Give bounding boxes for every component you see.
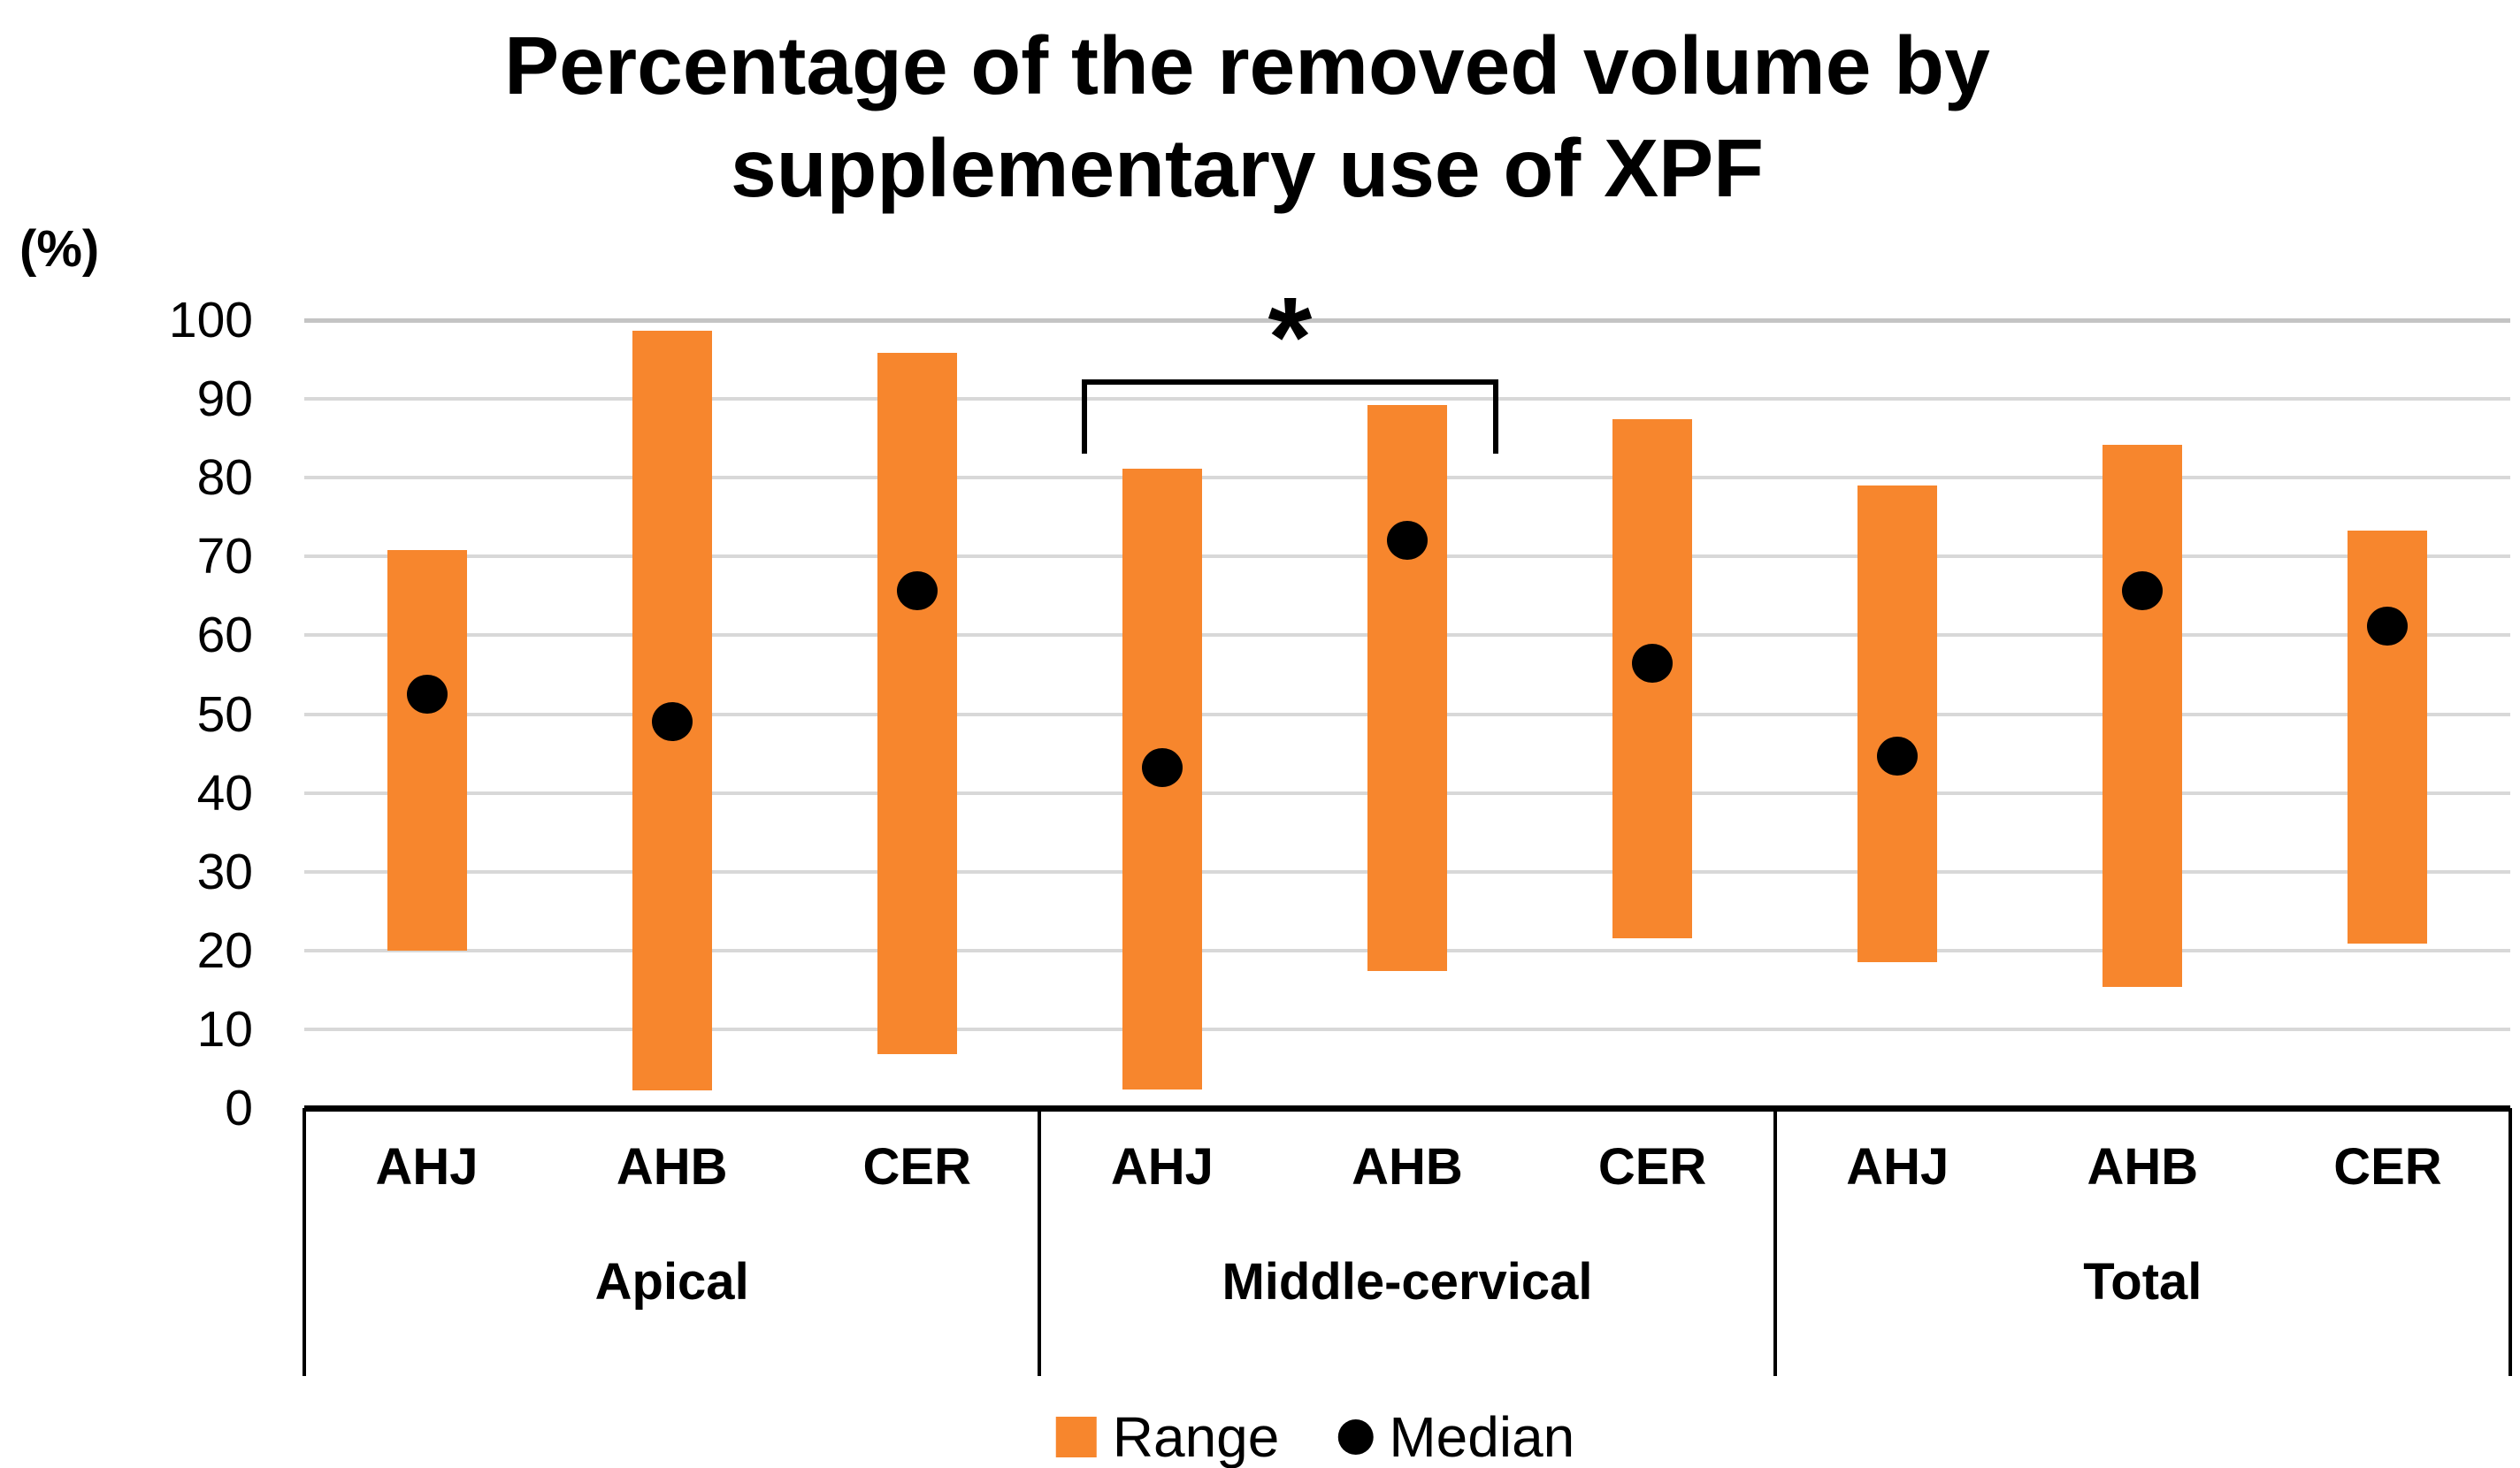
y-tick-label: 70 xyxy=(196,528,253,585)
y-tick-label: 10 xyxy=(196,1000,253,1058)
category-label: AHB xyxy=(1352,1138,1463,1196)
y-tick-label: 0 xyxy=(225,1080,253,1136)
category-label: AHJ xyxy=(375,1138,479,1196)
median-dot xyxy=(896,570,938,610)
category-label: AHB xyxy=(2087,1138,2199,1196)
x-axis-line xyxy=(304,1105,2510,1112)
legend-label-range: Range xyxy=(1112,1405,1280,1468)
group-label: Total xyxy=(2083,1253,2202,1311)
significance-bracket-right-leg xyxy=(1493,379,1498,454)
range-bar xyxy=(877,352,957,1055)
chart-title: Percentage of the removed volume by supp… xyxy=(0,14,2494,219)
group-label: Apical xyxy=(594,1253,749,1311)
median-dot xyxy=(651,702,693,742)
category-box-border xyxy=(2509,1108,2512,1376)
median-dot xyxy=(406,675,448,715)
range-bar xyxy=(387,550,467,951)
y-tick-label: 40 xyxy=(196,764,253,822)
significance-bracket xyxy=(1081,379,1498,385)
y-tick-label: 30 xyxy=(196,843,253,900)
category-label: AHB xyxy=(616,1138,728,1196)
category-label: AHJ xyxy=(1846,1138,1949,1196)
range-bar xyxy=(1857,486,1938,963)
median-dot xyxy=(1141,748,1183,788)
y-tick-label: 20 xyxy=(196,921,253,979)
category-label: CER xyxy=(2333,1138,2442,1196)
y-axis-unit-label: (%) xyxy=(19,220,100,278)
median-dot xyxy=(2122,570,2164,610)
chart-title-line-1: Percentage of the removed volume by xyxy=(504,19,1990,111)
median-dot xyxy=(2367,606,2409,646)
legend-item-range: Range xyxy=(1055,1405,1280,1468)
category-box-border xyxy=(303,1108,306,1376)
chart-title-line-2: supplementary use of XPF xyxy=(731,122,1764,214)
range-bar xyxy=(1367,405,1447,971)
legend-label-median: Median xyxy=(1389,1405,1575,1468)
y-tick-label: 50 xyxy=(196,685,253,743)
legend: Range Median xyxy=(1055,1405,1574,1468)
category-label: AHJ xyxy=(1110,1138,1214,1196)
category-label: CER xyxy=(862,1138,971,1196)
gridline xyxy=(304,318,2510,323)
gridline xyxy=(304,1027,2510,1031)
range-swatch-icon xyxy=(1055,1417,1097,1457)
significance-bracket-left-leg xyxy=(1081,379,1087,454)
median-dot xyxy=(1387,521,1428,561)
y-tick-label: 80 xyxy=(196,449,253,507)
significance-asterisk: * xyxy=(1268,274,1313,401)
y-tick-label: 90 xyxy=(196,371,253,428)
median-dot xyxy=(1632,644,1674,684)
group-divider xyxy=(1038,1108,1042,1376)
y-tick-label: 100 xyxy=(168,292,253,348)
range-bar xyxy=(2348,530,2428,944)
median-dot xyxy=(1877,736,1919,776)
median-swatch-icon xyxy=(1337,1419,1374,1455)
group-label: Middle-cervical xyxy=(1222,1253,1593,1311)
range-bar xyxy=(2103,444,2183,987)
y-tick-label: 60 xyxy=(196,607,253,664)
group-divider xyxy=(1773,1108,1777,1376)
gridline xyxy=(304,397,2510,401)
category-label: CER xyxy=(1597,1138,1707,1196)
legend-item-median: Median xyxy=(1337,1408,1574,1466)
